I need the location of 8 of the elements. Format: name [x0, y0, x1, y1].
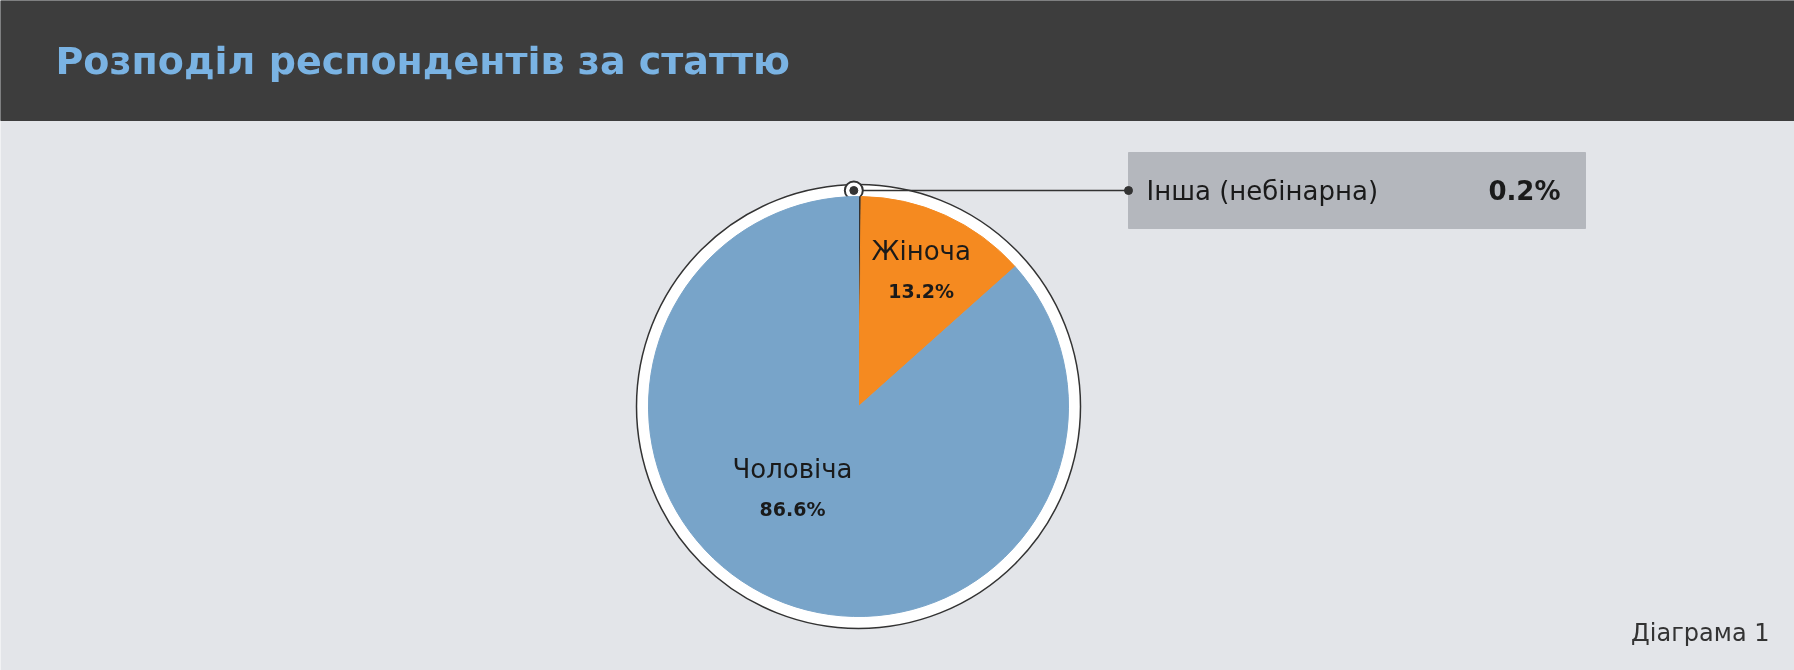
chart-title: Розподіл респондентів за статтю: [55, 38, 790, 83]
data-label: 0.2%: [1488, 175, 1561, 206]
data-label: 86.6%: [759, 498, 826, 520]
data-label: 13.2%: [888, 279, 955, 302]
text: Діаграма 1: [1631, 618, 1770, 647]
slice-label: Чоловіча: [732, 454, 853, 484]
legend-label: Інша (небінарна): [1146, 175, 1379, 206]
slice-label: Жіноча: [871, 235, 971, 266]
